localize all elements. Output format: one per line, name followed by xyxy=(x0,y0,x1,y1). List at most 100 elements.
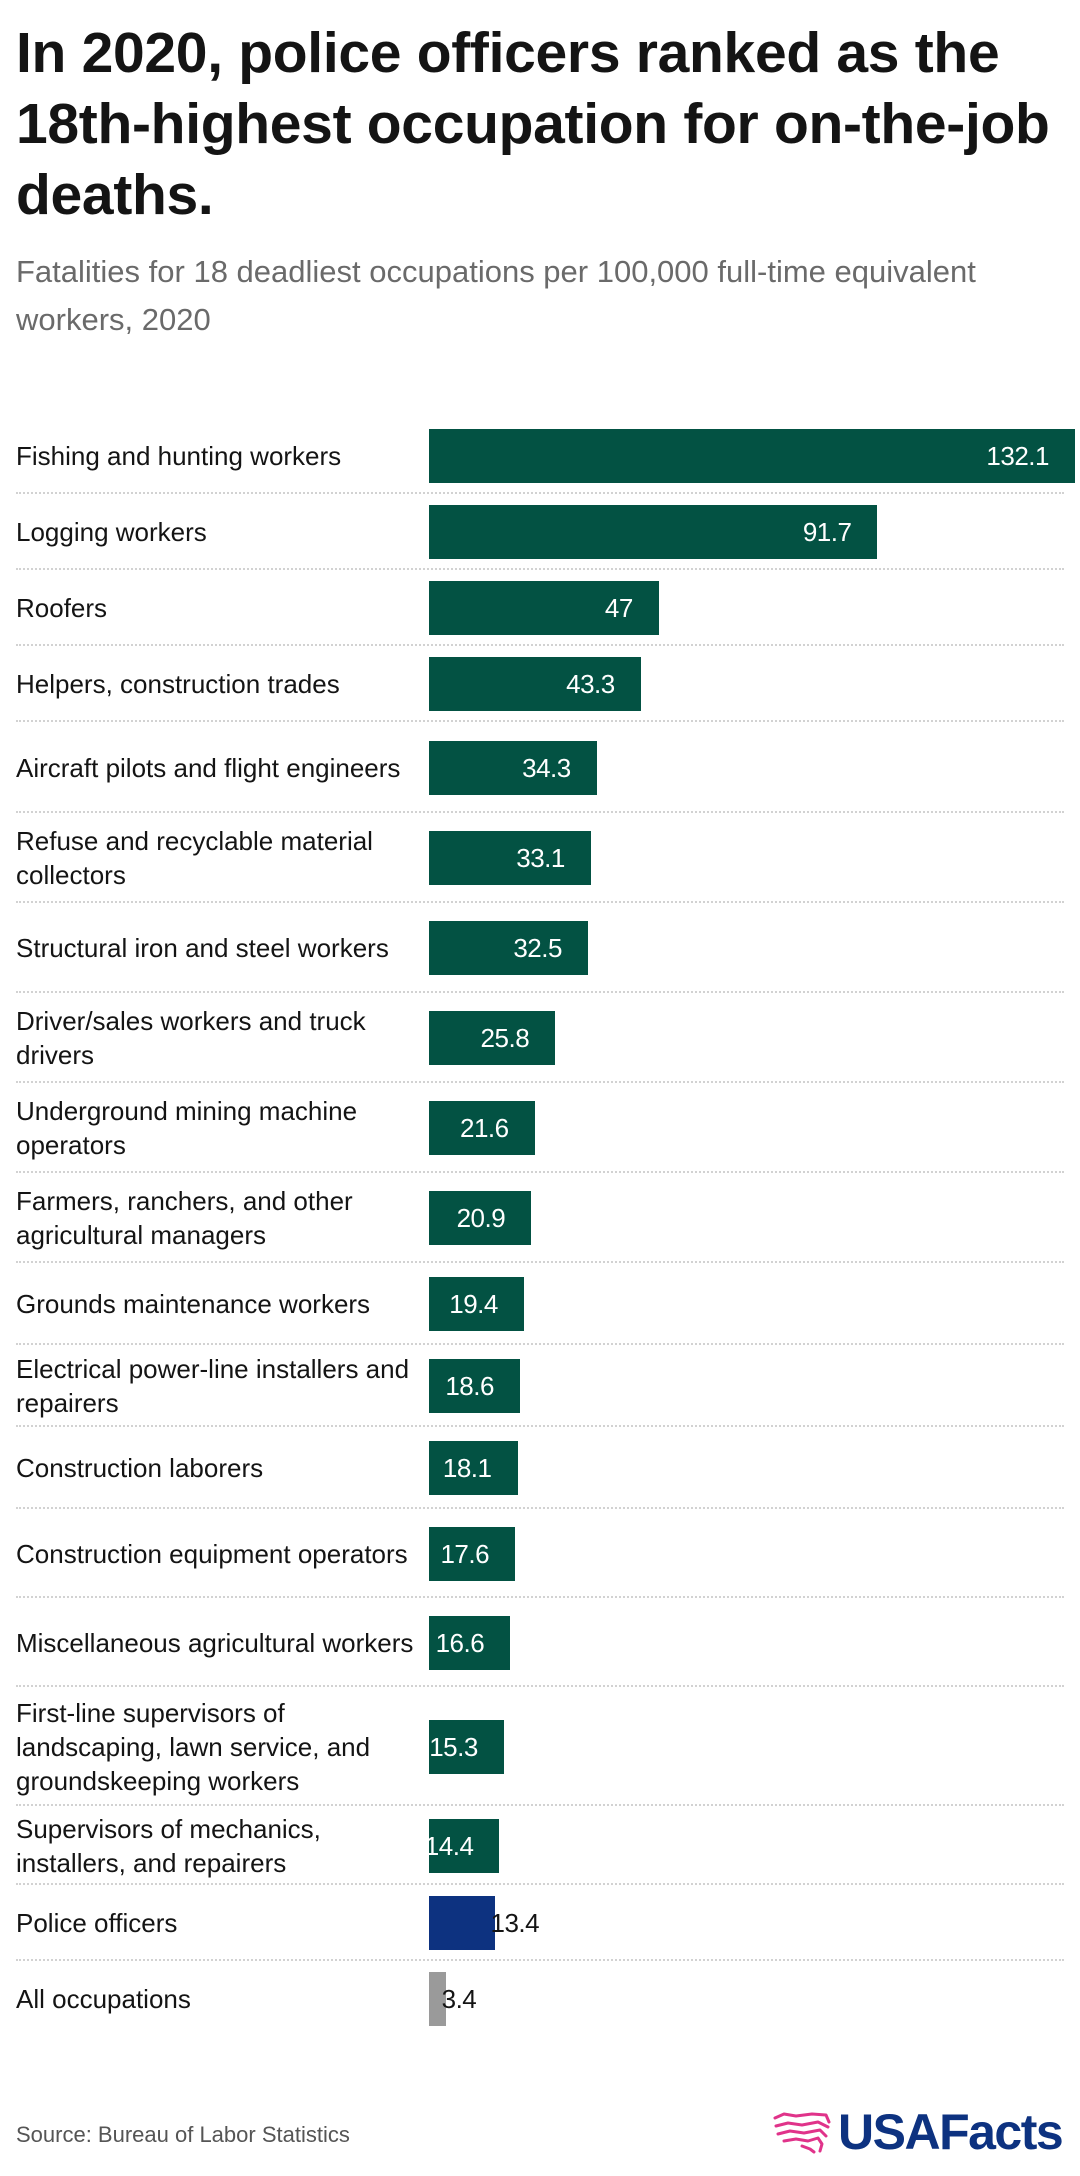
value-label: 18.6 xyxy=(445,1371,494,1401)
bar xyxy=(429,581,659,635)
bar xyxy=(429,1277,524,1331)
chart-subtitle: Fatalities for 18 deadliest occupations … xyxy=(16,254,976,337)
bar-row: Roofers 47 xyxy=(16,570,1064,646)
row-divider xyxy=(16,1261,1064,1263)
row-divider xyxy=(16,1425,1064,1427)
bar xyxy=(429,1441,518,1495)
category-label: Electrical power-line installers and rep… xyxy=(16,1354,410,1418)
row-divider xyxy=(16,1959,1064,1961)
bar-row: Miscellaneous agricultural workers 16.6 xyxy=(16,1598,1064,1687)
bar-row: Refuse and recyclable material collector… xyxy=(16,813,1064,903)
bar xyxy=(429,1896,495,1950)
row-divider xyxy=(16,1343,1064,1345)
bar xyxy=(429,831,591,885)
bar-row: First-line supervisors of landscaping, l… xyxy=(16,1687,1064,1806)
row-divider xyxy=(16,720,1064,722)
row-divider xyxy=(16,492,1064,494)
category-label: Roofers xyxy=(16,593,108,623)
bar xyxy=(429,740,597,795)
row-divider xyxy=(16,1685,1064,1687)
bar xyxy=(429,1972,446,2026)
row-divider xyxy=(16,1596,1064,1598)
row-divider xyxy=(16,811,1064,813)
value-label: 16.6 xyxy=(435,1627,485,1658)
value-label: 15.3 xyxy=(429,1731,478,1762)
chart-title: In 2020, police officers ranked as the 1… xyxy=(16,21,1050,227)
value-label: 47 xyxy=(604,593,633,623)
value-label: 21.6 xyxy=(460,1113,509,1143)
bar-row: Structural iron and steel workers 32.5 xyxy=(16,903,1064,993)
bar-row: Helpers, construction trades 43.3 xyxy=(16,646,1064,722)
source-note: Source: Bureau of Labor Statistics xyxy=(16,2122,350,2147)
bar xyxy=(429,1818,500,1873)
category-label: Structural iron and steel workers xyxy=(16,933,389,963)
category-label: Driver/sales workers and truck drivers xyxy=(16,1006,366,1070)
row-divider xyxy=(16,1883,1064,1885)
usafacts-logo: USAFacts xyxy=(772,2104,1072,2160)
bar-row: Logging workers 91.7 xyxy=(16,494,1064,570)
bar xyxy=(429,1101,535,1155)
value-label: 91.7 xyxy=(802,517,852,547)
bar xyxy=(429,657,641,711)
bar xyxy=(429,1011,556,1065)
usa-map-icon xyxy=(773,2112,831,2154)
value-label: 17.6 xyxy=(440,1538,490,1569)
category-label: All occupations xyxy=(16,1984,191,2014)
row-divider xyxy=(16,644,1064,646)
category-label: Farmers, ranchers, and other agricultura… xyxy=(16,1186,353,1250)
value-label: 19.4 xyxy=(449,1289,498,1319)
category-label: First-line supervisors of landscaping, l… xyxy=(16,1697,371,1796)
value-label: 3.4 xyxy=(441,1984,477,2014)
bar-row: Police officers 13.4 xyxy=(16,1885,1064,1961)
row-divider xyxy=(16,1507,1064,1509)
row-divider xyxy=(16,568,1064,570)
bar-row: Electrical power-line installers and rep… xyxy=(16,1345,1064,1427)
bar xyxy=(429,429,1075,483)
bar-row: Aircraft pilots and flight engineers 34.3 xyxy=(16,722,1064,813)
bar-row: Farmers, ranchers, and other agricultura… xyxy=(16,1173,1064,1263)
bar-row: Construction equipment operators 17.6 xyxy=(16,1509,1064,1598)
bar-row: Grounds maintenance workers 19.4 xyxy=(16,1263,1064,1345)
bar xyxy=(429,1719,504,1774)
category-label: Refuse and recyclable material collector… xyxy=(16,826,373,890)
bar-row: Fishing and hunting workers 132.1 xyxy=(16,418,1075,494)
bar xyxy=(429,1191,532,1245)
row-divider xyxy=(16,1171,1064,1173)
value-label: 25.8 xyxy=(480,1023,530,1053)
value-label: 20.9 xyxy=(456,1203,506,1233)
bar xyxy=(429,921,588,975)
category-label: Logging workers xyxy=(16,517,207,547)
category-label: Miscellaneous agricultural workers xyxy=(16,1627,414,1658)
category-label: Grounds maintenance workers xyxy=(16,1289,371,1319)
bar xyxy=(429,1615,511,1670)
category-label: Fishing and hunting workers xyxy=(16,441,342,471)
value-label: 14.4 xyxy=(424,1830,474,1861)
bar xyxy=(429,505,878,559)
bar-row: Underground mining machine operators 21.6 xyxy=(16,1083,1064,1173)
bar xyxy=(429,1526,516,1581)
value-label: 132.1 xyxy=(986,441,1049,471)
brand-name: USAFacts xyxy=(838,2104,1064,2160)
row-divider xyxy=(16,1804,1064,1806)
bar-row: Supervisors of mechanics, installers, an… xyxy=(16,1806,1064,1885)
bar xyxy=(429,1359,520,1413)
value-label: 32.5 xyxy=(513,933,562,963)
value-label: 34.3 xyxy=(522,752,571,783)
value-label: 18.1 xyxy=(442,1453,492,1483)
category-label: Helpers, construction trades xyxy=(16,669,340,699)
category-label: Construction equipment operators xyxy=(16,1538,408,1569)
value-label: 13.4 xyxy=(490,1908,540,1938)
row-divider xyxy=(16,901,1064,903)
bar-row: Construction laborers 18.1 xyxy=(16,1427,1064,1509)
row-divider xyxy=(16,991,1064,993)
bar-row: Driver/sales workers and truck drivers 25… xyxy=(16,993,1064,1083)
category-label: Construction laborers xyxy=(16,1453,264,1483)
category-label: Underground mining machine operators xyxy=(16,1096,358,1160)
row-divider xyxy=(16,1081,1064,1083)
category-label: Police officers xyxy=(16,1908,178,1938)
value-label: 33.1 xyxy=(516,843,565,873)
value-label: 43.3 xyxy=(566,669,615,699)
category-label: Supervisors of mechanics, installers, an… xyxy=(16,1813,321,1878)
bar-row: All occupations 3.4 xyxy=(16,1961,1064,2037)
